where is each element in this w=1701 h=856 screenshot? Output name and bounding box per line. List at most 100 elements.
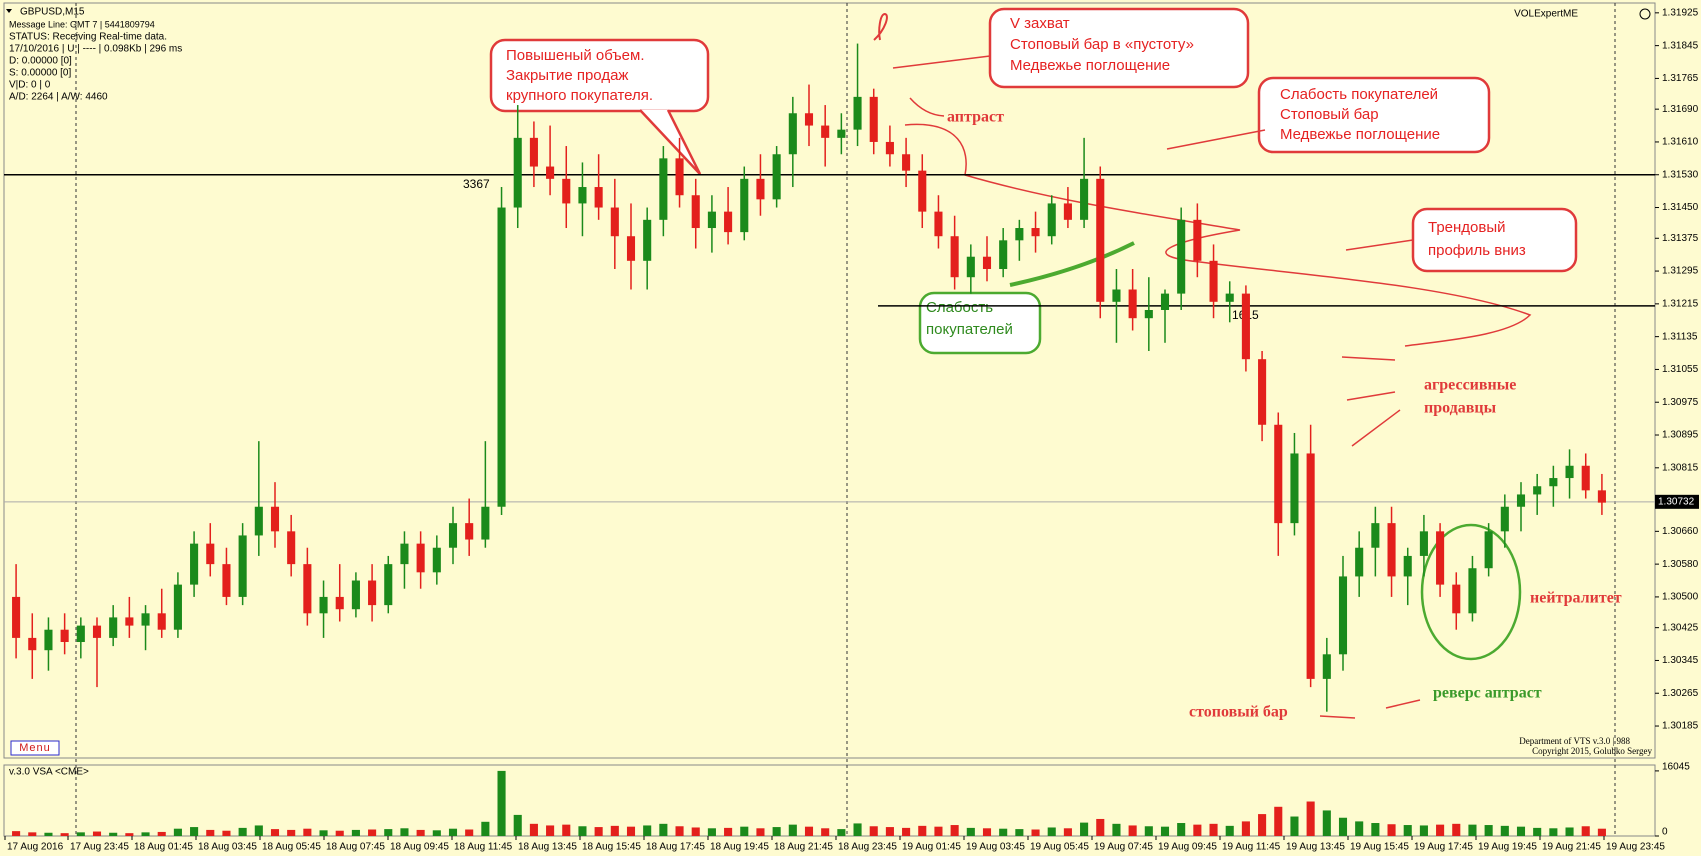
indicator-icon bbox=[1639, 8, 1651, 20]
candle-body bbox=[529, 137, 538, 167]
volume-bar bbox=[238, 827, 247, 836]
annotation-pointer bbox=[1166, 129, 1266, 150]
candle-body bbox=[238, 535, 247, 597]
volume-bar bbox=[368, 829, 377, 836]
volume-bar bbox=[1112, 823, 1121, 836]
volume-bar bbox=[853, 823, 862, 836]
candle-body bbox=[918, 170, 927, 212]
candle-body bbox=[125, 617, 134, 626]
x-tick-label: 19 Aug 11:45 bbox=[1222, 842, 1281, 853]
candle-body bbox=[885, 141, 894, 155]
x-tick-label: 19 Aug 03:45 bbox=[966, 842, 1025, 853]
symbol: GBPUSD,M15 bbox=[20, 7, 85, 18]
candle-body bbox=[1533, 486, 1542, 495]
candle-body bbox=[1258, 359, 1267, 425]
candle-body bbox=[788, 113, 797, 155]
volume-bar bbox=[351, 829, 360, 836]
volume-bar bbox=[918, 825, 927, 836]
volume-bar bbox=[465, 829, 474, 836]
volume-bar bbox=[772, 827, 781, 836]
info-line: STATUS: Receiving Real-time data. bbox=[9, 32, 167, 43]
candle-body bbox=[853, 96, 862, 130]
volume-bar bbox=[1387, 824, 1396, 836]
x-tick-label: 19 Aug 15:45 bbox=[1350, 842, 1409, 853]
volume-bar bbox=[675, 826, 684, 836]
candle-body bbox=[92, 625, 102, 638]
annotation-text: Медвежье поглощение bbox=[1280, 126, 1440, 143]
candle-body bbox=[869, 96, 878, 142]
candle-body bbox=[740, 178, 749, 233]
candle-body bbox=[335, 596, 344, 610]
candle-body bbox=[368, 580, 377, 606]
candle-body bbox=[982, 256, 992, 270]
candle-body bbox=[1468, 568, 1477, 614]
candle-body bbox=[44, 629, 53, 651]
y-tick-label: 1.30265 bbox=[1662, 688, 1699, 699]
footer-line: Copyright 2015, Golubko Sergey bbox=[1532, 746, 1652, 756]
volume-bar bbox=[1581, 826, 1590, 836]
candle-body bbox=[254, 506, 263, 536]
v-mark bbox=[873, 12, 888, 41]
volume-bar bbox=[416, 829, 425, 836]
y-tick-label: 1.31610 bbox=[1662, 137, 1699, 148]
annotation-pointer bbox=[1345, 239, 1414, 251]
annotation-text: крупного покупателя. bbox=[506, 87, 653, 104]
candle-body bbox=[1209, 260, 1218, 302]
volume-bar bbox=[1063, 828, 1072, 836]
y-tick-label: 1.31135 bbox=[1662, 331, 1698, 342]
candle-body bbox=[610, 207, 619, 237]
volume-bar bbox=[92, 831, 102, 836]
volume-bar bbox=[270, 829, 280, 836]
candle-body bbox=[12, 596, 21, 638]
annotation-text: нейтралитет bbox=[1530, 590, 1622, 607]
candle-body bbox=[1241, 293, 1250, 360]
volume-bar bbox=[756, 828, 765, 836]
menu-button[interactable] bbox=[10, 740, 60, 756]
annotation-text: Стоповый бар в «пустоту» bbox=[1010, 36, 1194, 53]
volume-bar bbox=[287, 829, 296, 836]
candle-body bbox=[1387, 523, 1396, 577]
volume-bar bbox=[1128, 825, 1137, 836]
annotation-text: V захват bbox=[1010, 15, 1070, 32]
volume-bar bbox=[594, 827, 603, 836]
volume-bar bbox=[869, 826, 878, 836]
y-tick-label: 1.30895 bbox=[1662, 430, 1699, 441]
volume-bar bbox=[1193, 824, 1202, 836]
candle-body bbox=[1436, 531, 1445, 585]
x-tick-label: 19 Aug 05:45 bbox=[1030, 842, 1089, 853]
volume-bar bbox=[578, 826, 587, 836]
candle-body bbox=[1225, 293, 1234, 302]
volume-bar bbox=[1306, 801, 1315, 836]
candle-body bbox=[1063, 203, 1072, 220]
candle-body bbox=[190, 543, 199, 585]
candle-body bbox=[821, 125, 830, 138]
volume-bar bbox=[788, 824, 797, 836]
candle-body bbox=[1516, 494, 1526, 507]
volume-bar bbox=[1177, 823, 1186, 836]
x-tick-label: 18 Aug 13:45 bbox=[518, 842, 577, 853]
annotation-text: стоповый бар bbox=[1189, 704, 1288, 721]
volume-bar bbox=[1500, 825, 1509, 836]
annotation-box bbox=[489, 38, 710, 113]
candle-body bbox=[1565, 465, 1574, 479]
candle-body bbox=[691, 195, 700, 229]
x-tick-label: 18 Aug 05:45 bbox=[262, 842, 321, 853]
volume-bar bbox=[400, 828, 409, 836]
candle-body bbox=[772, 154, 781, 200]
candle-body bbox=[173, 584, 182, 630]
candle-body bbox=[1112, 289, 1121, 302]
candle-body bbox=[562, 178, 571, 204]
candle-body bbox=[109, 617, 118, 638]
y-tick-label: 1.30185 bbox=[1662, 721, 1699, 732]
volume-bar bbox=[1047, 827, 1056, 836]
menu-label[interactable]: Menu bbox=[19, 742, 51, 754]
y-tick-label: 1.31925 bbox=[1662, 7, 1699, 18]
candle-body bbox=[1080, 178, 1089, 220]
volume-bar bbox=[1468, 824, 1477, 836]
y-tick-label: 1.31215 bbox=[1662, 298, 1699, 309]
candle-body bbox=[594, 187, 603, 208]
candle-body bbox=[546, 166, 555, 179]
info-line: Message Line: GMT 7 | 5441809794 bbox=[9, 19, 155, 29]
volume-bar bbox=[513, 814, 522, 836]
info-line: 17/10/2016 | U | ---- | 0.098Kb | 296 ms bbox=[9, 44, 182, 55]
